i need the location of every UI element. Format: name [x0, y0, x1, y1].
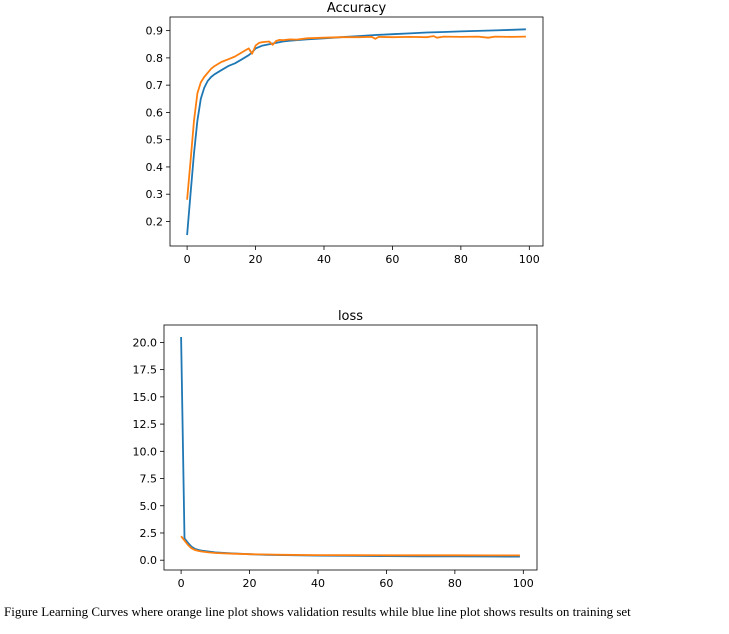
accuracy-y-tick-label: 0.6 [146, 106, 164, 119]
loss-y-tick-label: 15.0 [133, 391, 158, 404]
accuracy-x-tick-label: 60 [385, 253, 399, 266]
accuracy-x-tick-label: 100 [519, 253, 540, 266]
accuracy-series-train-line [186, 28, 526, 236]
loss-x-tick-label: 80 [448, 577, 462, 590]
accuracy-plot-frame [169, 16, 544, 247]
accuracy-y-tick-label: 0.7 [146, 79, 164, 92]
accuracy-x-tick-label: 0 [184, 253, 191, 266]
loss-y-tick-label: 10.0 [133, 445, 158, 458]
loss-x-tick-label: 20 [243, 577, 257, 590]
accuracy-x-tick-label: 40 [317, 253, 331, 266]
loss-x-tick-label: 100 [513, 577, 534, 590]
loss-y-tick-label: 17.5 [133, 364, 158, 377]
loss-x-tick-label: 0 [178, 577, 185, 590]
loss-plot-frame [163, 324, 538, 571]
loss-y-tick-label: 0.0 [140, 554, 158, 567]
loss-y-tick-label: 5.0 [140, 500, 158, 513]
loss-y-tick-label: 12.5 [133, 418, 158, 431]
accuracy-y-tick-label: 0.3 [146, 188, 164, 201]
accuracy-x-tick-label: 20 [249, 253, 263, 266]
loss-y-tick-label: 2.5 [140, 527, 158, 540]
loss-y-tick-label: 7.5 [140, 473, 158, 486]
loss-y-tick-label: 20.0 [133, 336, 158, 349]
loss-x-tick-label: 60 [379, 577, 393, 590]
accuracy-chart-title: Accuracy [327, 1, 387, 16]
accuracy-y-tick-label: 0.9 [146, 25, 164, 38]
loss-series-validation-line [180, 535, 520, 557]
learning-curves-figure: 0 20 40 60 80 100 0.2 0.3 0.4 0.5 0.6 0.7 0.8 0.9 Accu… [133, 1, 544, 590]
accuracy-y-tick-label: 0.5 [146, 134, 164, 147]
accuracy-y-tick-label: 0.8 [146, 52, 164, 65]
loss-series-train-line [180, 336, 520, 558]
accuracy-x-tick-label: 80 [454, 253, 468, 266]
figure-caption: Figure Learning Curves where orange line… [4, 604, 631, 619]
accuracy-y-tick-label: 0.2 [146, 215, 164, 228]
accuracy-y-tick-label: 0.4 [146, 161, 164, 174]
loss-chart-title: loss [338, 309, 363, 324]
accuracy-series-validation-line [186, 35, 526, 200]
loss-x-tick-label: 40 [311, 577, 325, 590]
